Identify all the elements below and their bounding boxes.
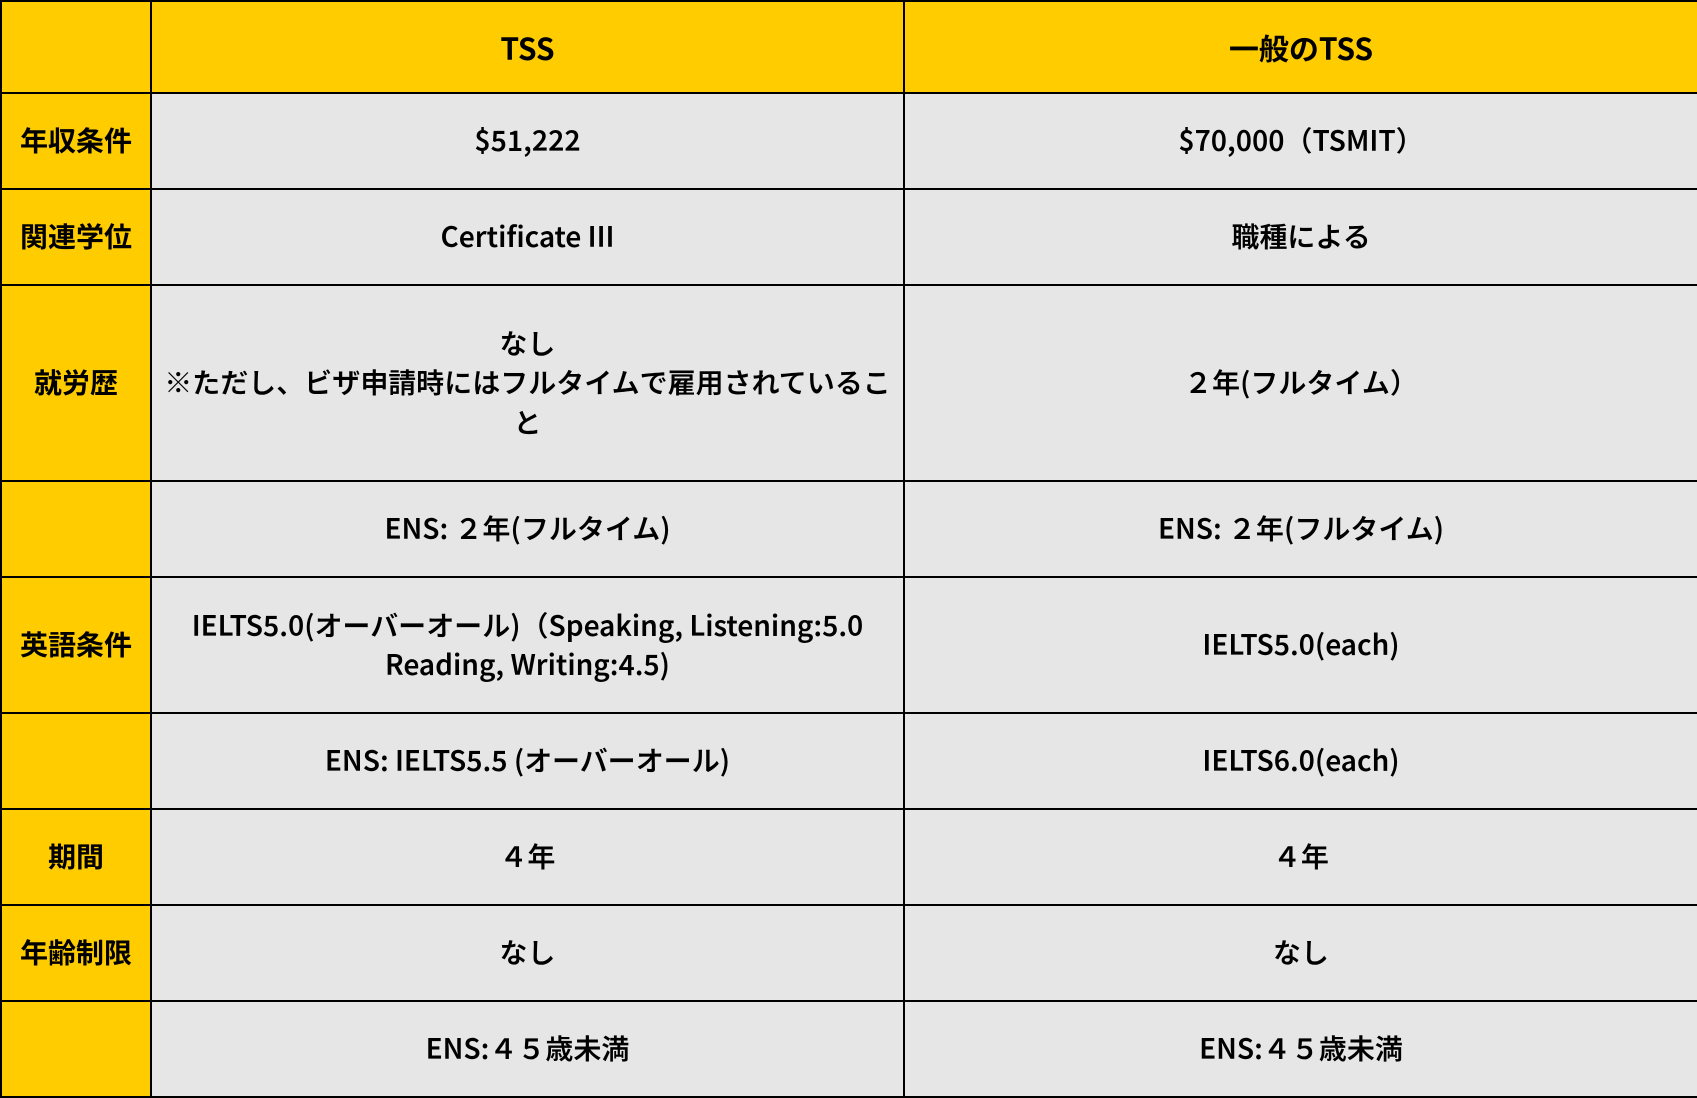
cell-tss-english-ens: ENS: IELTS5.5 (オーバーオール) bbox=[151, 713, 904, 809]
cell-line: ※ただし、ビザ申請時にはフルタイムで雇用されていること bbox=[162, 363, 893, 441]
row-label-english-ens bbox=[1, 713, 151, 809]
cell-tss-age: なし bbox=[151, 905, 904, 1001]
cell-line: IELTS5.0(オーバーオール)（Speaking, Listening:5.… bbox=[162, 606, 893, 645]
cell-general-salary: $70,000（TSMIT） bbox=[904, 93, 1697, 189]
cell-line: なし bbox=[162, 324, 893, 363]
row-label-age-ens bbox=[1, 1001, 151, 1097]
table-row: 英語条件 IELTS5.0(オーバーオール)（Speaking, Listeni… bbox=[1, 577, 1697, 713]
cell-general-degree: 職種による bbox=[904, 189, 1697, 285]
cell-tss-age-ens: ENS:４５歳未満 bbox=[151, 1001, 904, 1097]
table-row: ENS:４５歳未満 ENS:４５歳未満 bbox=[1, 1001, 1697, 1097]
table-row: 就労歴 なし ※ただし、ビザ申請時にはフルタイムで雇用されていること ２年(フル… bbox=[1, 285, 1697, 481]
row-label-workhistory: 就労歴 bbox=[1, 285, 151, 481]
cell-general-english: IELTS5.0(each) bbox=[904, 577, 1697, 713]
cell-tss-salary: $51,222 bbox=[151, 93, 904, 189]
table-row: ENS: IELTS5.5 (オーバーオール) IELTS6.0(each) bbox=[1, 713, 1697, 809]
row-label-degree: 関連学位 bbox=[1, 189, 151, 285]
table-row: 年齢制限 なし なし bbox=[1, 905, 1697, 1001]
header-tss: TSS bbox=[151, 1, 904, 93]
cell-tss-degree: Certificate III bbox=[151, 189, 904, 285]
cell-general-age-ens: ENS:４５歳未満 bbox=[904, 1001, 1697, 1097]
cell-tss-workhistory: なし ※ただし、ビザ申請時にはフルタイムで雇用されていること bbox=[151, 285, 904, 481]
table-row: ENS: ２年(フルタイム) ENS: ２年(フルタイム) bbox=[1, 481, 1697, 577]
table-row: 期間 ４年 ４年 bbox=[1, 809, 1697, 905]
table-row: 関連学位 Certificate III 職種による bbox=[1, 189, 1697, 285]
row-label-age: 年齢制限 bbox=[1, 905, 151, 1001]
row-label-salary: 年収条件 bbox=[1, 93, 151, 189]
cell-tss-english: IELTS5.0(オーバーオール)（Speaking, Listening:5.… bbox=[151, 577, 904, 713]
cell-tss-duration: ４年 bbox=[151, 809, 904, 905]
cell-general-age: なし bbox=[904, 905, 1697, 1001]
row-label-english: 英語条件 bbox=[1, 577, 151, 713]
cell-line: Reading, Writing:4.5) bbox=[162, 645, 893, 684]
row-label-workhistory-ens bbox=[1, 481, 151, 577]
table-header-row: TSS 一般のTSS bbox=[1, 1, 1697, 93]
row-label-duration: 期間 bbox=[1, 809, 151, 905]
comparison-table: TSS 一般のTSS 年収条件 $51,222 $70,000（TSMIT） 関… bbox=[0, 0, 1697, 1098]
header-corner bbox=[1, 1, 151, 93]
cell-tss-workhistory-ens: ENS: ２年(フルタイム) bbox=[151, 481, 904, 577]
comparison-table-container: TSS 一般のTSS 年収条件 $51,222 $70,000（TSMIT） 関… bbox=[0, 0, 1697, 1098]
cell-general-english-ens: IELTS6.0(each) bbox=[904, 713, 1697, 809]
cell-general-workhistory: ２年(フルタイム） bbox=[904, 285, 1697, 481]
table-row: 年収条件 $51,222 $70,000（TSMIT） bbox=[1, 93, 1697, 189]
cell-general-duration: ４年 bbox=[904, 809, 1697, 905]
header-general-tss: 一般のTSS bbox=[904, 1, 1697, 93]
cell-general-workhistory-ens: ENS: ２年(フルタイム) bbox=[904, 481, 1697, 577]
